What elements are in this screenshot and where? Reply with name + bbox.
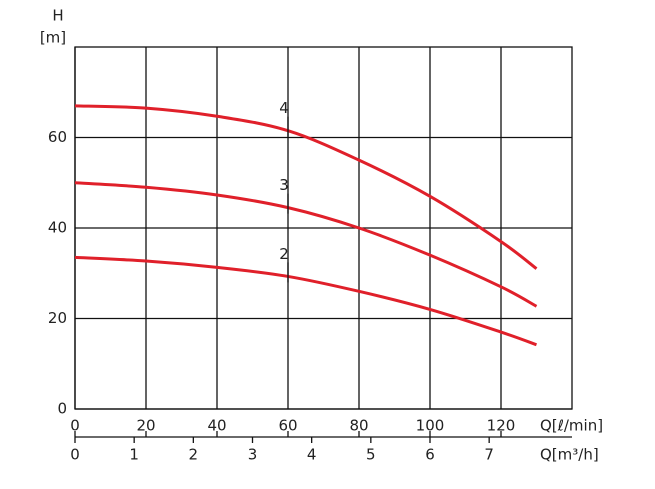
x2-tick-label: 4 [307, 446, 317, 464]
curve [74, 104, 538, 270]
x-tick-label: 100 [416, 417, 445, 435]
y-axis-unit: [m] [40, 29, 66, 47]
curve [74, 181, 538, 308]
x2-tick-label: 7 [484, 446, 494, 464]
x-tick-label: 120 [487, 417, 516, 435]
x2-tick-label: 0 [70, 446, 80, 464]
x-axis-label: Q[ℓ/min] [540, 417, 603, 435]
x-tick-label: 0 [70, 417, 80, 435]
y-axis-label: H [52, 7, 63, 25]
curve-label: 4 [279, 99, 289, 117]
y-tick-label: 0 [57, 400, 67, 418]
x2-tick-label: 5 [366, 446, 376, 464]
x2-tick-label: 2 [189, 446, 199, 464]
x2-axis-label: Q[m³/h] [540, 446, 599, 464]
y-tick-label: 20 [48, 309, 67, 327]
x2-tick-label: 3 [248, 446, 258, 464]
x-tick-label: 20 [136, 417, 155, 435]
y-tick-label: 60 [48, 128, 67, 146]
curve [74, 255, 538, 347]
x-tick-label: 60 [278, 417, 297, 435]
curve-label: 2 [279, 245, 289, 263]
y-tick-label: 40 [48, 219, 67, 237]
curve-label: 3 [279, 176, 289, 194]
x2-tick-label: 6 [425, 446, 435, 464]
x-tick-label: 80 [349, 417, 368, 435]
x-tick-label: 40 [207, 417, 226, 435]
x2-tick-label: 1 [129, 446, 139, 464]
